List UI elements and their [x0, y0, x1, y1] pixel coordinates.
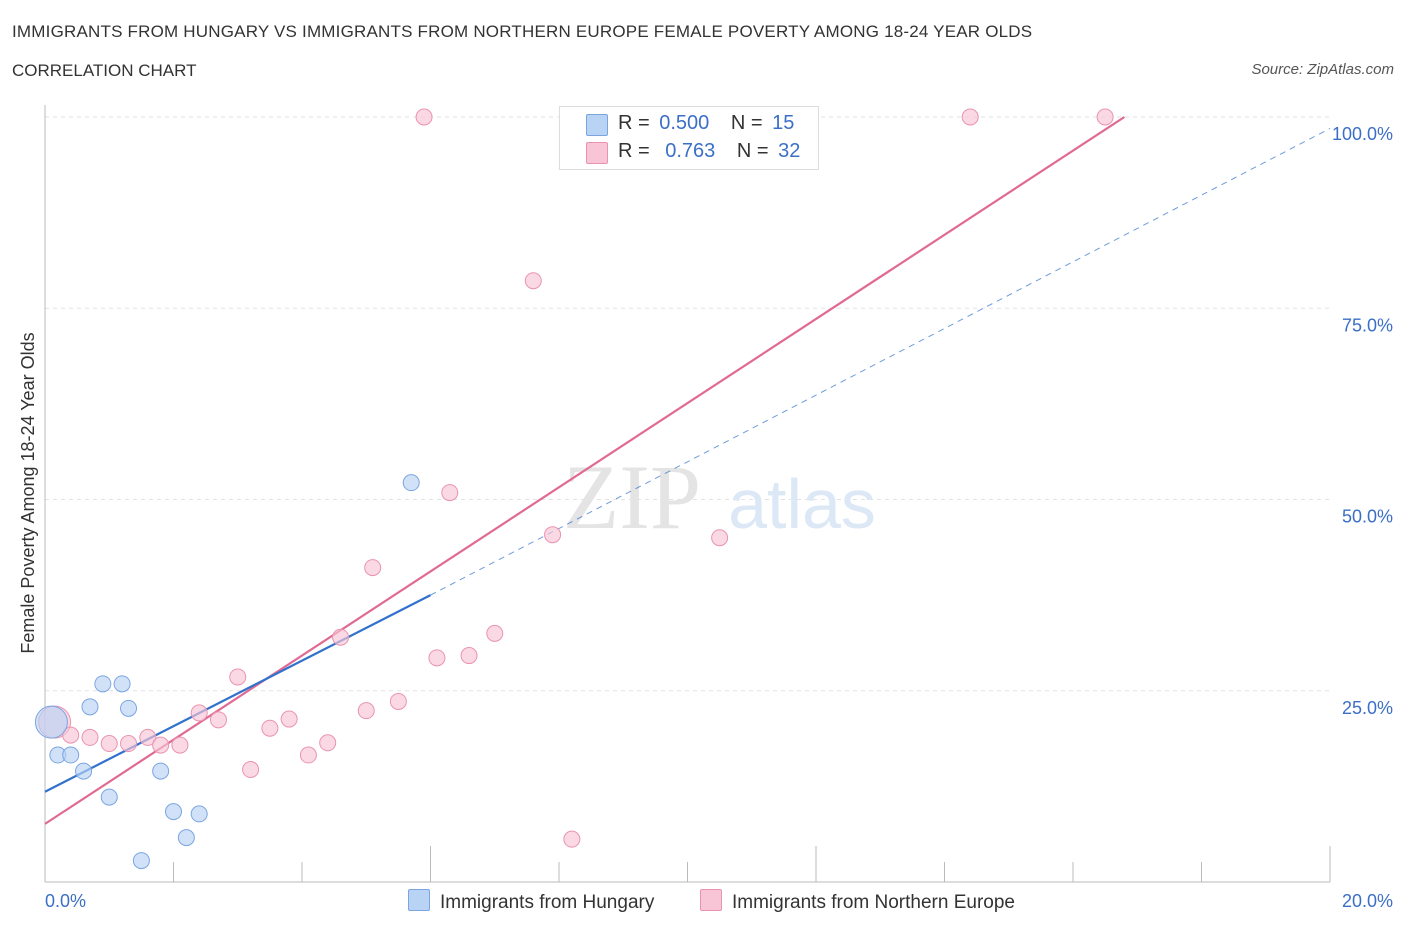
point-northern-europe — [441, 484, 459, 502]
point-hungary — [165, 803, 182, 821]
legend-r-label: R = — [618, 112, 650, 134]
legend-n-value-hungary: 15 — [772, 112, 795, 134]
point-northern-europe — [280, 710, 298, 728]
y-tick-label: 100.0% — [1332, 124, 1393, 144]
point-hungary — [120, 699, 138, 717]
point-hungary — [177, 829, 195, 847]
x-tick-label: 0.0% — [45, 891, 86, 911]
axes — [44, 105, 1331, 883]
point-hungary — [190, 805, 208, 823]
point-hungary — [62, 746, 80, 764]
chart-title: IMMIGRANTS FROM HUNGARY VS IMMIGRANTS FR… — [12, 22, 1033, 41]
watermark: ZIP atlas — [563, 446, 876, 548]
point-northern-europe — [120, 735, 138, 753]
point-northern-europe — [486, 624, 504, 642]
data-points — [34, 108, 1114, 870]
point-northern-europe — [524, 272, 542, 290]
bottom-legend-northern-europe[interactable]: Immigrants from Northern Europe — [700, 889, 1015, 914]
correlation-legend: R = 0.500 N = 15 R = 0.763 N = 32 — [559, 106, 819, 170]
legend-n-label: N = — [736, 140, 769, 162]
trend-lines — [44, 116, 1331, 825]
trend-line-northern-europe — [44, 116, 1126, 825]
point-northern-europe — [209, 711, 227, 729]
point-northern-europe — [242, 761, 260, 779]
point-hungary — [152, 762, 170, 780]
trend-line-hungary — [44, 594, 431, 793]
x-tick-label: 20.0% — [1342, 891, 1393, 911]
y-tick-label: 25.0% — [1342, 698, 1393, 718]
tick-labels: 25.0% 50.0% 75.0% 100.0% 0.0% 20.0% — [45, 124, 1393, 911]
point-northern-europe — [171, 736, 189, 754]
point-northern-europe — [229, 668, 247, 686]
point-hungary — [113, 675, 131, 693]
point-northern-europe — [415, 108, 433, 126]
legend-r-value-hungary: 0.500 — [659, 112, 710, 134]
point-northern-europe — [460, 647, 478, 665]
point-northern-europe — [389, 692, 407, 710]
point-northern-europe — [961, 108, 979, 126]
point-hungary — [100, 788, 118, 806]
point-northern-europe — [711, 529, 729, 547]
legend-n-label: N = — [730, 112, 763, 134]
point-hungary — [402, 474, 420, 492]
bottom-legend-swatch-blue — [408, 889, 430, 911]
point-northern-europe — [190, 704, 208, 722]
legend-swatch-blue — [586, 114, 608, 136]
legend-r-label: R = — [618, 140, 650, 162]
point-northern-europe — [364, 559, 382, 577]
bottom-legend-label-northern-europe: Immigrants from Northern Europe — [732, 892, 1015, 913]
point-northern-europe — [319, 734, 337, 752]
y-axis-label: Female Poverty Among 18-24 Year Olds — [18, 332, 38, 653]
point-hungary — [132, 852, 150, 870]
point-northern-europe — [261, 719, 279, 737]
point-northern-europe — [357, 702, 375, 720]
chart-subtitle: CORRELATION CHART — [12, 61, 197, 80]
point-hungary — [34, 705, 68, 739]
point-northern-europe — [544, 526, 562, 544]
bottom-legend-swatch-pink — [700, 889, 722, 911]
point-northern-europe — [62, 726, 80, 744]
point-northern-europe — [81, 728, 99, 746]
bottom-legend-label-hungary: Immigrants from Hungary — [440, 892, 655, 913]
point-northern-europe — [152, 736, 170, 754]
point-hungary — [75, 762, 93, 780]
point-northern-europe — [299, 746, 317, 764]
point-northern-europe — [563, 830, 581, 848]
trend-line-hungary-extension — [430, 128, 1331, 596]
bottom-legend-hungary[interactable]: Immigrants from Hungary — [408, 889, 654, 914]
legend-n-value-northern-europe: 32 — [778, 140, 801, 162]
point-northern-europe — [139, 728, 157, 746]
point-hungary — [94, 675, 112, 693]
point-northern-europe — [332, 628, 350, 646]
legend-r-value-northern-europe: 0.763 — [665, 140, 716, 162]
point-northern-europe — [100, 735, 118, 753]
point-northern-europe — [428, 649, 446, 667]
source-credit: Source: ZipAtlas.com — [1251, 61, 1394, 78]
legend-swatch-pink — [586, 142, 608, 164]
y-tick-label: 75.0% — [1342, 315, 1393, 335]
point-hungary — [81, 698, 99, 716]
watermark-atlas: atlas — [728, 465, 876, 543]
watermark-zip: ZIP — [563, 446, 701, 548]
point-northern-europe — [1096, 108, 1114, 126]
y-tick-label: 50.0% — [1342, 507, 1393, 527]
